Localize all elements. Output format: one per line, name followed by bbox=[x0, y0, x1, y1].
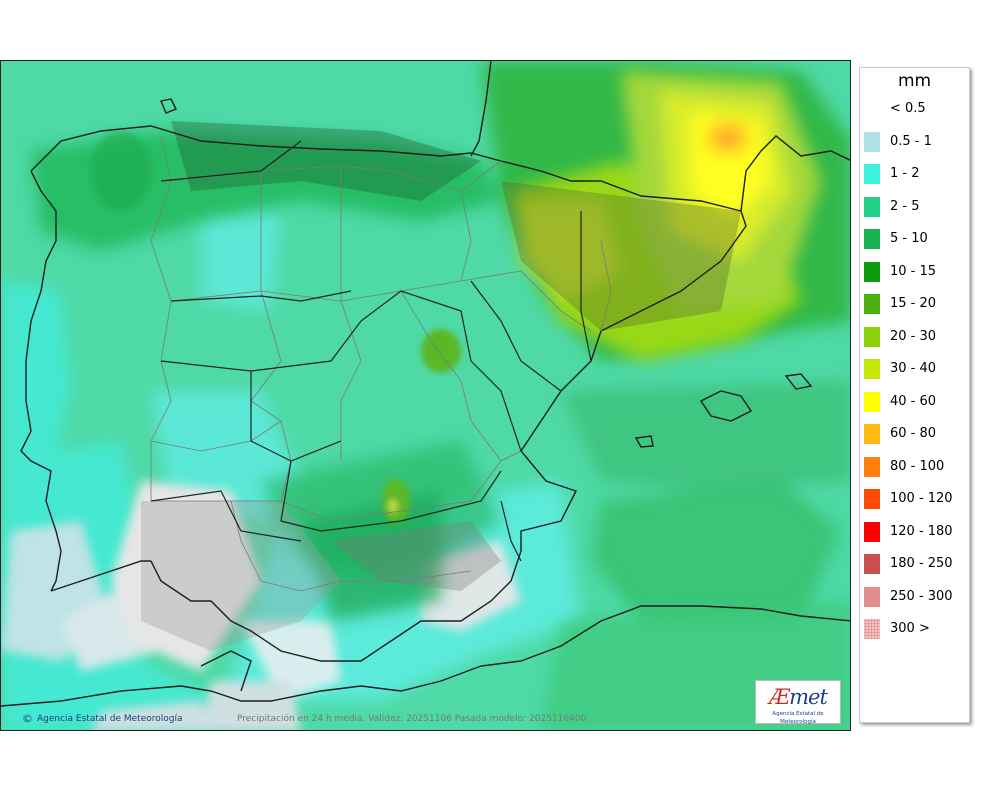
legend-swatch bbox=[864, 456, 880, 477]
legend-label: 0.5 - 1 bbox=[890, 133, 932, 149]
precipitation-map[interactable] bbox=[0, 60, 851, 731]
legend-item: 40 - 60 bbox=[864, 390, 968, 414]
legend-label: 180 - 250 bbox=[890, 556, 953, 571]
aemet-logo-mark: Æmet bbox=[769, 685, 828, 709]
legend-swatch bbox=[864, 586, 880, 607]
legend-label: 80 - 100 bbox=[890, 458, 945, 474]
credit-text: Agencia Estatal de Meteorología bbox=[37, 713, 183, 724]
legend-swatch bbox=[864, 164, 880, 184]
legend-label: 250 - 300 bbox=[890, 588, 953, 604]
legend-item: 10 - 15 bbox=[864, 260, 968, 284]
legend-label: 20 - 30 bbox=[890, 328, 937, 344]
legend-item: 60 - 80 bbox=[864, 422, 968, 446]
legend-swatch bbox=[864, 196, 880, 217]
legend-item: 1 - 2 bbox=[864, 162, 968, 186]
coastline bbox=[1, 61, 850, 707]
aemet-logo[interactable]: Æmet Agencia Estatal de Meteorología bbox=[755, 680, 841, 725]
legend-swatch bbox=[864, 131, 880, 152]
legend-label: 2 - 5 bbox=[890, 198, 920, 214]
legend-item: 100 - 120 bbox=[864, 487, 968, 511]
legend-item: 5 - 10 bbox=[864, 227, 968, 251]
legend-item: 180 - 250 bbox=[864, 552, 968, 576]
legend-swatch bbox=[864, 391, 880, 412]
legend-item: < 0.5 bbox=[864, 97, 968, 121]
legend-item: 0.5 - 1 bbox=[864, 130, 968, 154]
legend-label: 1 - 2 bbox=[890, 166, 920, 181]
legend-swatch bbox=[864, 229, 880, 249]
legend-item: 80 - 100 bbox=[864, 455, 968, 479]
field-pale bbox=[1, 481, 521, 730]
field-yellow bbox=[511, 71, 821, 361]
legend-label: 10 - 15 bbox=[890, 263, 937, 279]
legend-item: 120 - 180 bbox=[864, 520, 968, 544]
legend-swatch bbox=[864, 554, 880, 574]
relief-shading bbox=[141, 121, 741, 651]
legend-label: 5 - 10 bbox=[890, 231, 928, 246]
legend-swatch bbox=[864, 424, 880, 444]
legend-item: 2 - 5 bbox=[864, 195, 968, 219]
legend-label: 60 - 80 bbox=[890, 426, 937, 441]
legend-unit: mm bbox=[897, 71, 932, 91]
field-local-max bbox=[91, 131, 461, 523]
legend-label: 300 > bbox=[890, 621, 930, 636]
legend-swatch bbox=[864, 489, 880, 509]
legend-swatch bbox=[864, 619, 880, 639]
legend-item: 15 - 20 bbox=[864, 292, 968, 316]
legend-label: 30 - 40 bbox=[890, 361, 937, 376]
legend-swatch bbox=[864, 359, 880, 379]
legend-item: 30 - 40 bbox=[864, 357, 968, 381]
legend-item: 20 - 30 bbox=[864, 325, 968, 349]
legend-label: 15 - 20 bbox=[890, 296, 937, 311]
legend-swatch bbox=[864, 521, 880, 542]
legend-swatch bbox=[864, 294, 880, 314]
aemet-logo-subtitle: Agencia Estatal de Meteorología bbox=[772, 711, 824, 725]
legend-item: 300 > bbox=[864, 617, 968, 641]
copyright-credit: © Agencia Estatal de Meteorología bbox=[22, 712, 183, 725]
copyright-icon: © bbox=[22, 712, 33, 725]
legend-label: 40 - 60 bbox=[890, 393, 937, 409]
map-canvas bbox=[1, 61, 850, 730]
legend-swatch bbox=[864, 261, 880, 282]
legend-label: < 0.5 bbox=[890, 101, 926, 116]
legend-label: 100 - 120 bbox=[890, 491, 953, 506]
legend-item: 250 - 300 bbox=[864, 585, 968, 609]
legend-label: 120 - 180 bbox=[890, 523, 953, 539]
map-footer-caption: Precipitación en 24 h media. Validez: 20… bbox=[237, 714, 587, 724]
precipitation-legend: mm < 0.5 0.5 - 1 1 - 2 2 - 5 5 - 10 10 - 15 15… bbox=[859, 67, 970, 723]
region-borders bbox=[150, 140, 592, 562]
legend-swatch bbox=[864, 326, 880, 347]
